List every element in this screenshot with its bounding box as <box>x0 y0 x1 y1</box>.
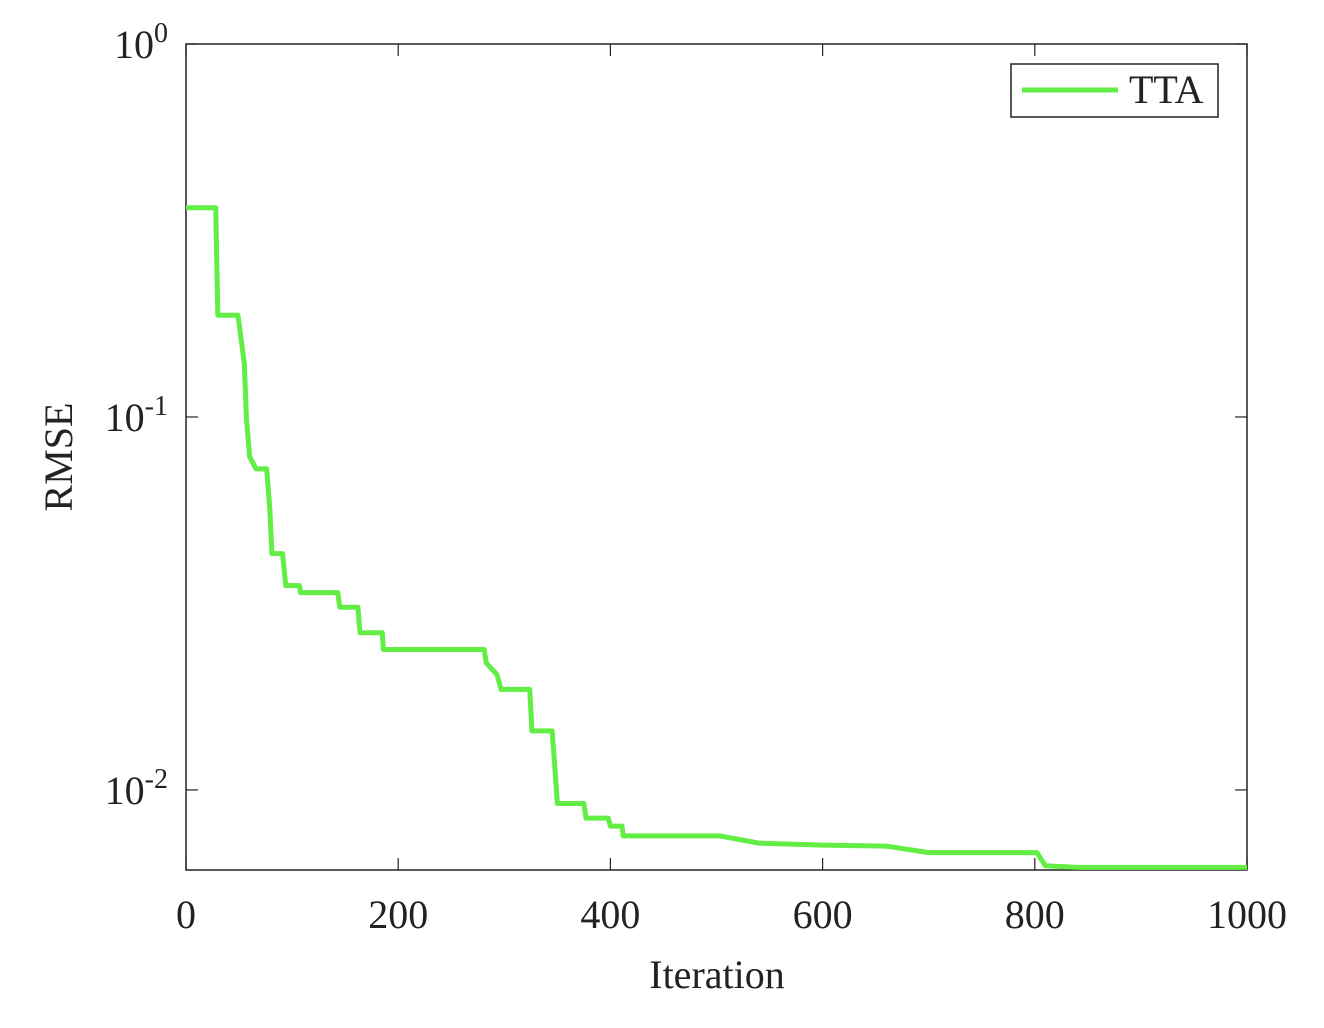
x-tick-label: 200 <box>368 892 428 937</box>
y-tick-label: 100 <box>114 18 168 67</box>
x-tick-label: 400 <box>580 892 640 937</box>
plot-frame <box>185 43 1248 871</box>
legend-label: TTA <box>1129 67 1204 112</box>
y-axis-label: RMSE <box>36 403 81 512</box>
y-tick-label: 10-2 <box>105 764 168 813</box>
data-line <box>186 205 1247 870</box>
x-tick-label: 600 <box>793 892 853 937</box>
x-tick-label: 800 <box>1005 892 1065 937</box>
y-tick-label: 10-1 <box>105 391 168 440</box>
x-tick-label: 0 <box>176 892 196 937</box>
x-axis-label: Iteration <box>649 952 785 997</box>
x-tick-label: 1000 <box>1207 892 1287 937</box>
